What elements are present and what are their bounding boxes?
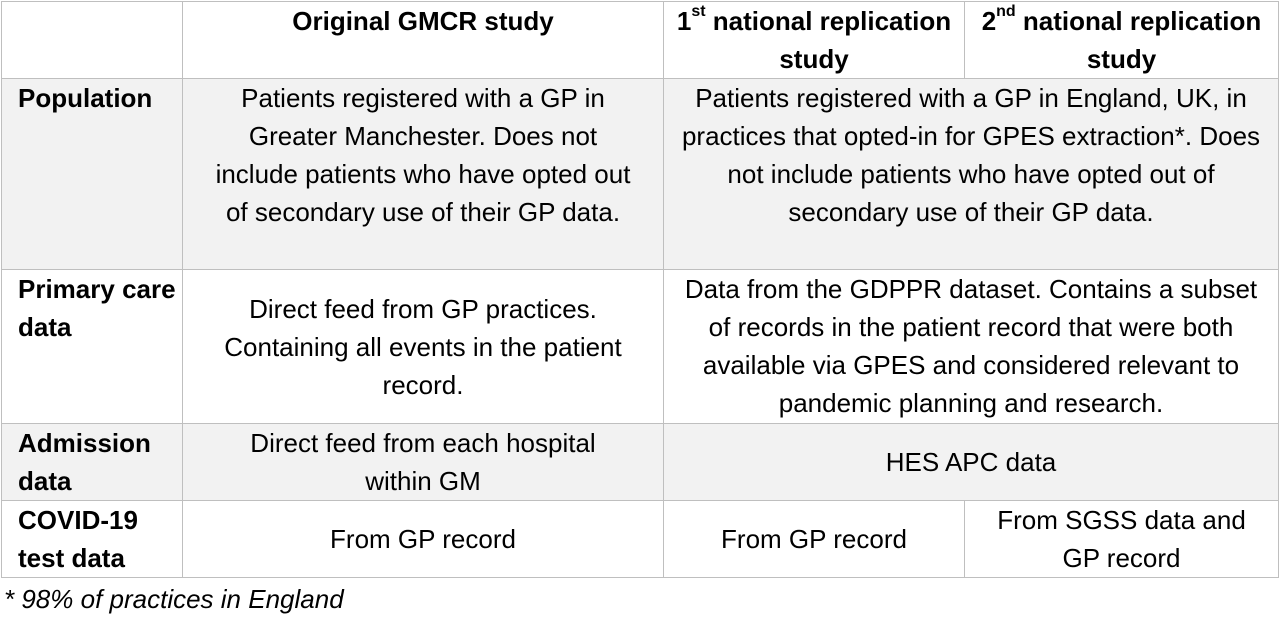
header-original-study: Original GMCR study [182,1,664,79]
header-first-superscript: st [691,3,706,21]
empty-header-cell [1,1,183,79]
primary-care-original-cell: Direct feed from GP practices. Containin… [182,269,664,424]
covid-test-original-cell: From GP record [182,500,664,578]
header-second-rest: national replication study [1015,6,1262,74]
header-first-rest: national replication study [705,6,952,74]
admission-row: Admission data Direct feed from each hos… [1,423,1279,501]
primary-care-national-cell: Data from the GDPPR dataset. Contains a … [663,269,1279,424]
row-label-primary-care: Primary care data [1,269,183,424]
header-row: Original GMCR study 1st national replica… [1,1,1279,79]
covid-test-first-national-cell: From GP record [663,500,965,578]
header-second-ordinal: 2 [981,6,997,36]
row-label-covid-test: COVID-19 test data [1,500,183,578]
covid-test-row: COVID-19 test data From GP record From G… [1,500,1279,578]
covid-test-second-national-cell: From SGSS data and GP record [964,500,1279,578]
header-second-national-study: 2nd national replication study [964,1,1279,79]
admission-national-cell: HES APC data [663,423,1279,501]
header-second-superscript: nd [996,3,1016,21]
primary-care-row: Primary care data Direct feed from GP pr… [1,269,1279,424]
population-national-cell: Patients registered with a GP in England… [663,78,1279,270]
row-label-population: Population [1,78,183,270]
population-original-cell: Patients registered with a GP in Greater… [182,78,664,270]
admission-original-cell: Direct feed from each hospital within GM [182,423,664,501]
header-first-national-study: 1st national replication study [663,1,965,79]
population-row: Population Patients registered with a GP… [1,78,1279,270]
comparison-table: Original GMCR study 1st national replica… [1,1,1279,578]
row-label-admission: Admission data [1,423,183,501]
header-first-ordinal: 1 [676,6,692,36]
footnote: * 98% of practices in England [4,584,344,614]
